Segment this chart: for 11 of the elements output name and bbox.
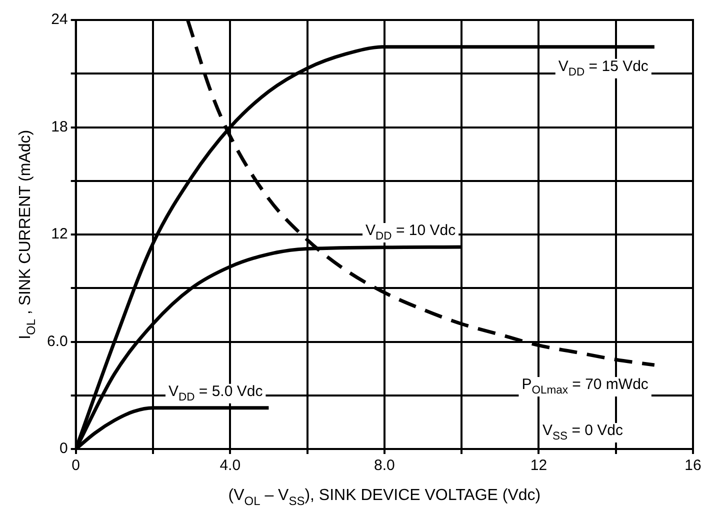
x-tick-label: 12 — [530, 457, 548, 474]
x-tick-label: 16 — [684, 457, 702, 474]
x-tick-label: 4.0 — [220, 457, 241, 474]
y-tick-label: 18 — [51, 118, 68, 136]
x-tick-label: 8.0 — [374, 457, 395, 474]
x-tick-label: 0 — [72, 457, 80, 474]
y-tick-label: 6.0 — [46, 332, 68, 350]
y-tick-label: 24 — [51, 11, 68, 28]
y-tick-label: 0 — [60, 440, 68, 458]
y-axis-title: IOL , SINK CURRENT (mAdc) — [17, 130, 38, 340]
y-tick-label: 12 — [51, 226, 68, 243]
